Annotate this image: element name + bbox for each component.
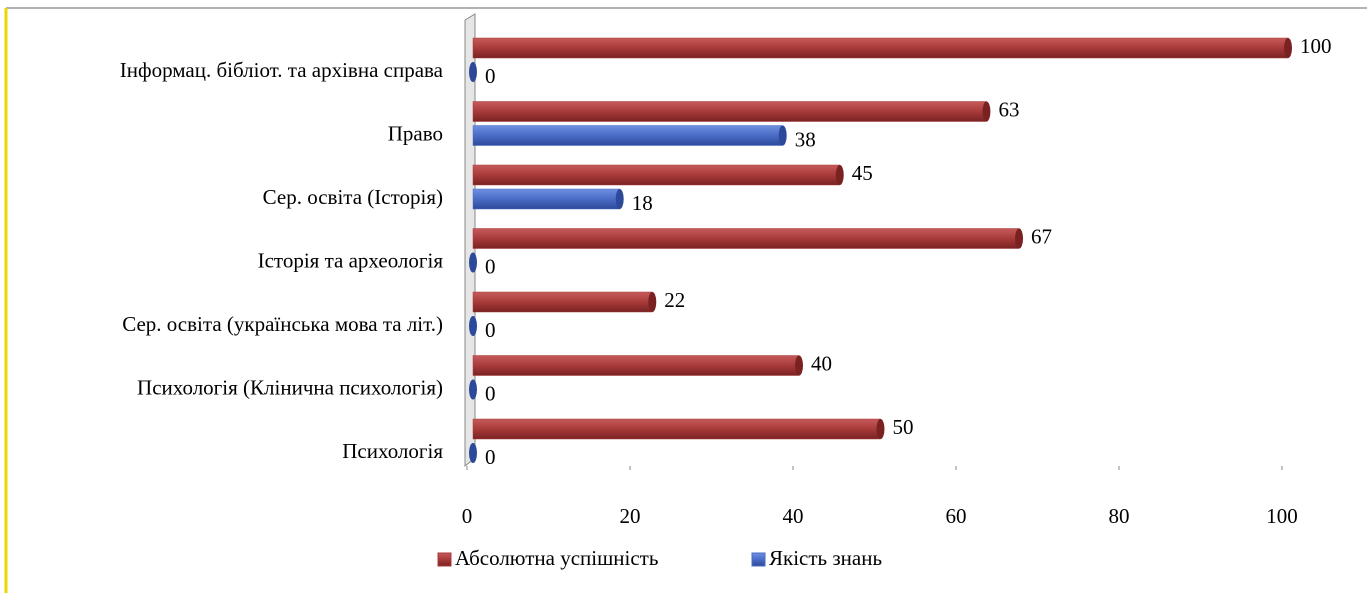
bar [472, 355, 800, 376]
data-label: 0 [485, 254, 496, 278]
bar-cap [1284, 38, 1292, 58]
bar-cap [835, 165, 844, 185]
y-tick-label: Сер. освіта (Історія) [263, 185, 443, 209]
y-tick-label: Право [388, 121, 443, 145]
legend-label: Абсолютна успішність [455, 546, 658, 570]
data-label: 50 [893, 415, 914, 439]
bar [472, 418, 881, 440]
bar [472, 228, 1020, 249]
data-label: 0 [485, 64, 496, 88]
x-tick-label: 0 [462, 504, 473, 528]
y-tick-label: Інформац. бібліот. та архівна справа [120, 58, 444, 82]
bar-cap [876, 419, 885, 439]
x-tick-label: 20 [620, 504, 641, 528]
data-label: 0 [485, 445, 496, 469]
x-tick-label: 60 [946, 504, 967, 528]
bar [472, 188, 620, 210]
bar-cap [469, 443, 477, 463]
y-tick-label: Психологія (Клінична психологія) [137, 375, 443, 399]
y-tick-label: Сер. освіта (українська мова та літ.) [122, 312, 443, 336]
data-label: 100 [1300, 34, 1332, 58]
data-label: 63 [998, 97, 1019, 121]
bar-cap [982, 101, 991, 122]
data-label: 0 [485, 381, 496, 405]
data-label: 38 [795, 127, 816, 151]
data-label: 0 [485, 318, 496, 342]
y-tick-label: Історія та археологія [258, 248, 444, 272]
bar [472, 291, 653, 313]
bar-cap [615, 189, 624, 209]
legend-label: Якість знань [769, 546, 882, 570]
bar [472, 125, 783, 146]
bar-cap [469, 252, 477, 273]
data-label: 18 [632, 191, 653, 215]
x-tick-label: 80 [1109, 504, 1130, 528]
legend-swatch [751, 552, 766, 567]
bar-cap [469, 316, 477, 336]
bar-cap [778, 125, 787, 146]
x-tick-label: 100 [1266, 504, 1298, 528]
data-label: 40 [811, 351, 832, 375]
bar [472, 37, 1289, 59]
bar [472, 101, 987, 122]
bar-cap [469, 379, 477, 400]
bar [472, 164, 840, 186]
data-label: 22 [664, 288, 685, 312]
data-label: 45 [852, 161, 873, 185]
legend-swatch [437, 552, 452, 567]
bar-cap [469, 62, 477, 82]
bar-cap [1015, 228, 1024, 249]
data-label: 67 [1031, 224, 1052, 248]
y-tick-label: Психологія [342, 439, 443, 463]
bar-cap [648, 292, 657, 312]
bar-cap [795, 355, 803, 376]
x-tick-label: 40 [783, 504, 804, 528]
